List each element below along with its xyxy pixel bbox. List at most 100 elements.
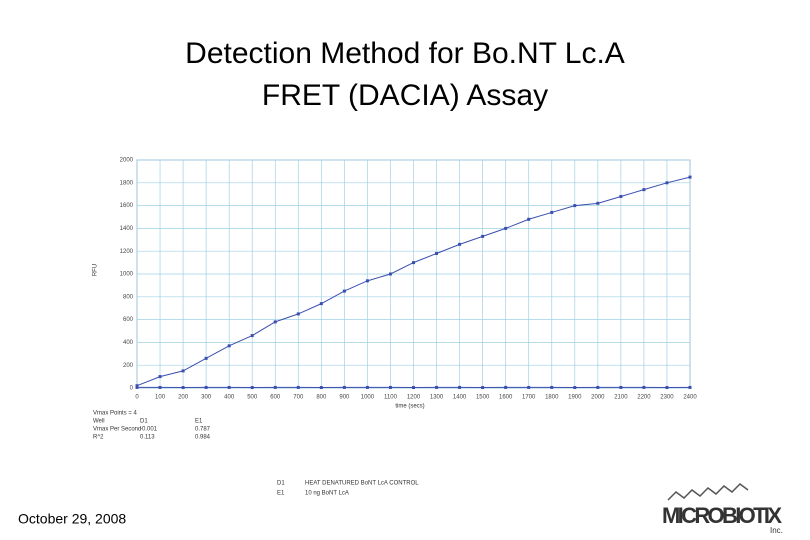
point xyxy=(158,375,162,379)
point xyxy=(319,302,323,306)
x-tick-label: 2100 xyxy=(614,395,628,401)
stats-cell: 0.787 xyxy=(195,427,211,433)
x-tick-label: 800 xyxy=(316,395,327,401)
point xyxy=(481,234,485,238)
date: October 29, 2008 xyxy=(18,511,126,527)
title-line: FRET (DACIA) Assay xyxy=(262,79,548,112)
x-axis-label: time (secs) xyxy=(395,404,424,410)
point xyxy=(296,385,300,389)
x-tick-label: 2300 xyxy=(660,395,674,401)
y-tick-label: 1200 xyxy=(120,249,134,255)
x-tick-label: 1400 xyxy=(453,395,467,401)
y-tick-label: 0 xyxy=(130,386,134,392)
point xyxy=(458,385,462,389)
y-tick-label: 1600 xyxy=(120,203,134,209)
x-tick-label: 1800 xyxy=(545,395,559,401)
point xyxy=(273,385,277,389)
point xyxy=(135,384,139,388)
point xyxy=(388,272,392,276)
x-tick-label: 1200 xyxy=(407,395,421,401)
legend-name: E1 xyxy=(277,491,285,497)
point xyxy=(642,385,646,389)
point xyxy=(435,251,439,255)
point xyxy=(342,385,346,389)
title-line: Detection Method for Bo.NT Lc.A xyxy=(185,37,625,70)
point xyxy=(550,210,554,214)
point xyxy=(181,369,185,373)
logo: MICROBIOTIX Inc. xyxy=(662,483,783,535)
y-tick-label: 400 xyxy=(123,340,134,346)
x-tick-label: 1600 xyxy=(499,395,513,401)
point xyxy=(435,385,439,389)
point xyxy=(250,386,254,390)
point xyxy=(412,261,415,265)
x-tick-label: 300 xyxy=(201,395,212,401)
stats-cell: 0.984 xyxy=(195,435,211,441)
stats-cell: R^2 xyxy=(93,435,104,441)
stats-cell: Vmax Per Second xyxy=(93,427,141,433)
point xyxy=(296,312,300,316)
x-tick-label: 1300 xyxy=(430,395,444,401)
legend-description: HEAT DENATURED BoNT LcA CONTROL xyxy=(305,481,419,487)
point xyxy=(388,385,392,389)
x-tick-label: 400 xyxy=(224,395,235,401)
point xyxy=(342,289,346,293)
point xyxy=(642,188,646,192)
point xyxy=(504,226,508,230)
point xyxy=(619,385,623,389)
point xyxy=(665,181,669,185)
point xyxy=(665,386,669,390)
point xyxy=(181,386,185,390)
y-tick-label: 1400 xyxy=(120,226,134,232)
x-tick-label: 900 xyxy=(339,395,350,401)
y-tick-label: 800 xyxy=(123,294,134,300)
point xyxy=(550,385,554,389)
stats-column: D1 xyxy=(140,419,148,425)
x-tick-label: 1500 xyxy=(476,395,490,401)
point xyxy=(204,356,208,360)
point xyxy=(527,385,531,389)
x-tick-label: 200 xyxy=(178,395,189,401)
point xyxy=(412,386,415,390)
point xyxy=(573,204,577,208)
y-tick-label: 600 xyxy=(123,317,134,323)
point xyxy=(365,279,369,283)
point xyxy=(619,194,623,198)
point xyxy=(596,385,600,389)
stats-heading: Vmax Points = 4 xyxy=(93,411,138,417)
x-tick-label: 1700 xyxy=(522,395,536,401)
legend-description: 10 ng BoNT LcA xyxy=(305,491,349,497)
logo-text: MICROBIOTIX xyxy=(662,503,782,528)
y-tick-label: 1800 xyxy=(120,180,134,186)
x-tick-label: 0 xyxy=(135,395,139,401)
point xyxy=(504,385,508,389)
x-tick-label: 2000 xyxy=(591,395,605,401)
stats-cell: 0.113 xyxy=(140,435,155,441)
x-tick-label: 2400 xyxy=(683,395,697,401)
x-tick-label: 1900 xyxy=(568,395,582,401)
point xyxy=(273,320,277,324)
point xyxy=(227,344,231,348)
x-tick-label: 700 xyxy=(293,395,304,401)
point xyxy=(573,386,577,390)
x-tick-label: 100 xyxy=(155,395,166,401)
point xyxy=(596,201,600,205)
stats-column: Well xyxy=(93,419,105,425)
x-tick-label: 1000 xyxy=(361,395,375,401)
y-axis-label: RFU xyxy=(93,264,99,276)
point xyxy=(688,175,692,179)
point xyxy=(458,242,462,246)
point xyxy=(158,385,162,389)
point xyxy=(135,385,139,389)
legend-name: D1 xyxy=(277,481,285,487)
y-tick-label: 1000 xyxy=(120,272,134,278)
point xyxy=(365,385,369,389)
x-tick-label: 600 xyxy=(270,395,281,401)
y-tick-label: 200 xyxy=(123,363,134,369)
point xyxy=(319,386,323,390)
stats-cell: -0.001 xyxy=(140,427,158,433)
logo-sub: Inc. xyxy=(770,526,783,535)
x-tick-label: 1100 xyxy=(384,395,398,401)
y-tick-label: 2000 xyxy=(120,158,134,164)
